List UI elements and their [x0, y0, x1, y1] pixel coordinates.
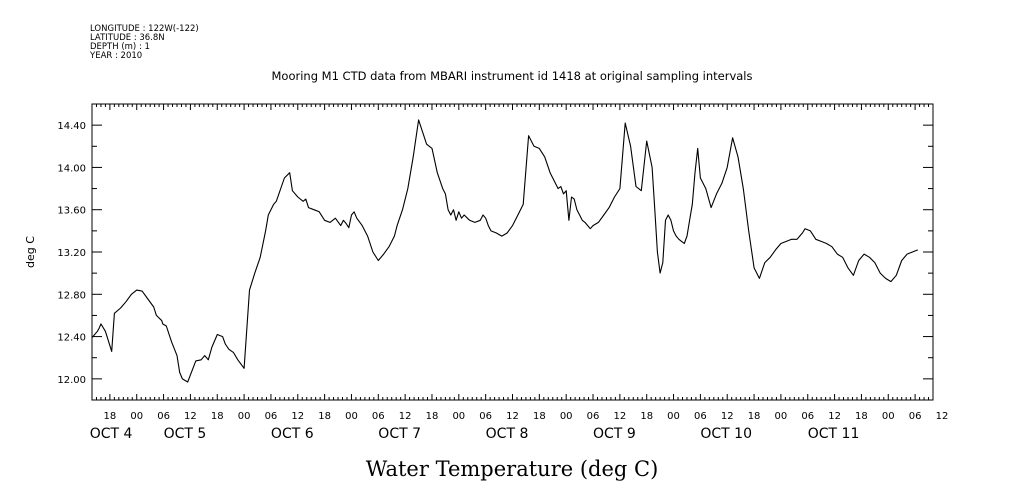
plot-frame [91, 103, 934, 401]
x-day-label: OCT 8 [486, 426, 529, 442]
x-hour-label: 18 [211, 411, 224, 422]
x-hour-label: 12 [721, 411, 734, 422]
y-tick-label: 13.20 [57, 248, 86, 259]
y-axis-label: deg C [24, 236, 37, 268]
x-hour-label: 18 [318, 411, 331, 422]
x-hour-label: 12 [613, 411, 626, 422]
x-hour-label: 06 [479, 411, 492, 422]
x-hour-label: 00 [130, 411, 143, 422]
y-axis-ticks: 12.00 12.40 12.80 13.20 13.60 14.00 14.40 [57, 103, 933, 401]
x-day-label: OCT 4 [90, 426, 133, 442]
x-day-label: OCT 6 [271, 426, 314, 442]
x-hour-label: 06 [372, 411, 385, 422]
x-hour-label: 00 [238, 411, 251, 422]
x-hour-label: 12 [506, 411, 519, 422]
x-hour-label: 06 [694, 411, 707, 422]
x-hour-label: 06 [801, 411, 814, 422]
x-hour-label: 18 [640, 411, 653, 422]
x-hour-label: 12 [399, 411, 412, 422]
x-hour-label: 00 [775, 411, 788, 422]
meta-year: YEAR : 2010 [89, 51, 142, 61]
y-tick-label: 13.60 [57, 206, 86, 217]
x-hour-label: 18 [426, 411, 439, 422]
x-day-label: OCT 11 [808, 426, 860, 442]
x-day-label: OCT 9 [593, 426, 636, 442]
x-hour-label: 12 [828, 411, 841, 422]
series-group [91, 119, 918, 383]
x-hour-label: 00 [452, 411, 465, 422]
x-hour-label: 18 [855, 411, 868, 422]
x-hour-label: 12 [936, 411, 949, 422]
x-hour-label: 18 [748, 411, 761, 422]
meta-latitude: LATITUDE : 36.8N [90, 33, 165, 43]
x-axis-ticks: 18 00 06 12 18 00 06 12 18 00 06 12 18 00 06 12 18 00 06 12… [90, 104, 949, 442]
x-hour-label: 06 [265, 411, 278, 422]
y-tick-label: 12.80 [57, 290, 86, 301]
x-hour-label: 12 [184, 411, 197, 422]
x-hour-label: 06 [157, 411, 170, 422]
x-hour-label: 06 [909, 411, 922, 422]
series-line-0 [91, 119, 918, 383]
x-day-label: OCT 7 [378, 426, 421, 442]
x-hour-label: 00 [560, 411, 573, 422]
x-day-label: OCT 10 [700, 426, 752, 442]
meta-longitude: LONGITUDE : 122W(-122) [90, 24, 199, 34]
x-day-label: OCT 5 [164, 426, 207, 442]
chart-title: Mooring M1 CTD data from MBARI instrumen… [272, 69, 753, 83]
x-hour-label: 00 [667, 411, 680, 422]
y-tick-label: 14.40 [57, 121, 86, 132]
x-hour-label: 06 [587, 411, 600, 422]
x-hour-label: 18 [533, 411, 546, 422]
x-axis-label: Water Temperature (deg C) [366, 457, 659, 481]
x-hour-label: 00 [345, 411, 358, 422]
x-hour-label: 12 [291, 411, 304, 422]
y-tick-label: 12.00 [57, 375, 86, 386]
y-tick-label: 12.40 [57, 333, 86, 344]
y-tick-label: 14.00 [57, 163, 86, 174]
x-hour-label: 00 [882, 411, 895, 422]
x-hour-label: 18 [104, 411, 117, 422]
meta-depth: DEPTH (m) : 1 [90, 42, 150, 52]
